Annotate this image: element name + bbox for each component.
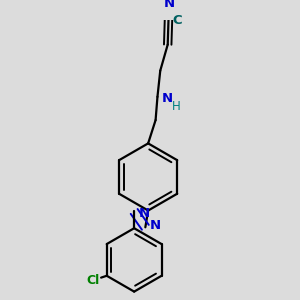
Text: H: H [172,100,181,112]
Text: N: N [139,207,150,220]
Text: Cl: Cl [86,274,99,287]
Text: N: N [150,219,161,232]
Text: N: N [162,92,173,105]
Text: C: C [172,14,182,27]
Text: N: N [164,0,175,10]
